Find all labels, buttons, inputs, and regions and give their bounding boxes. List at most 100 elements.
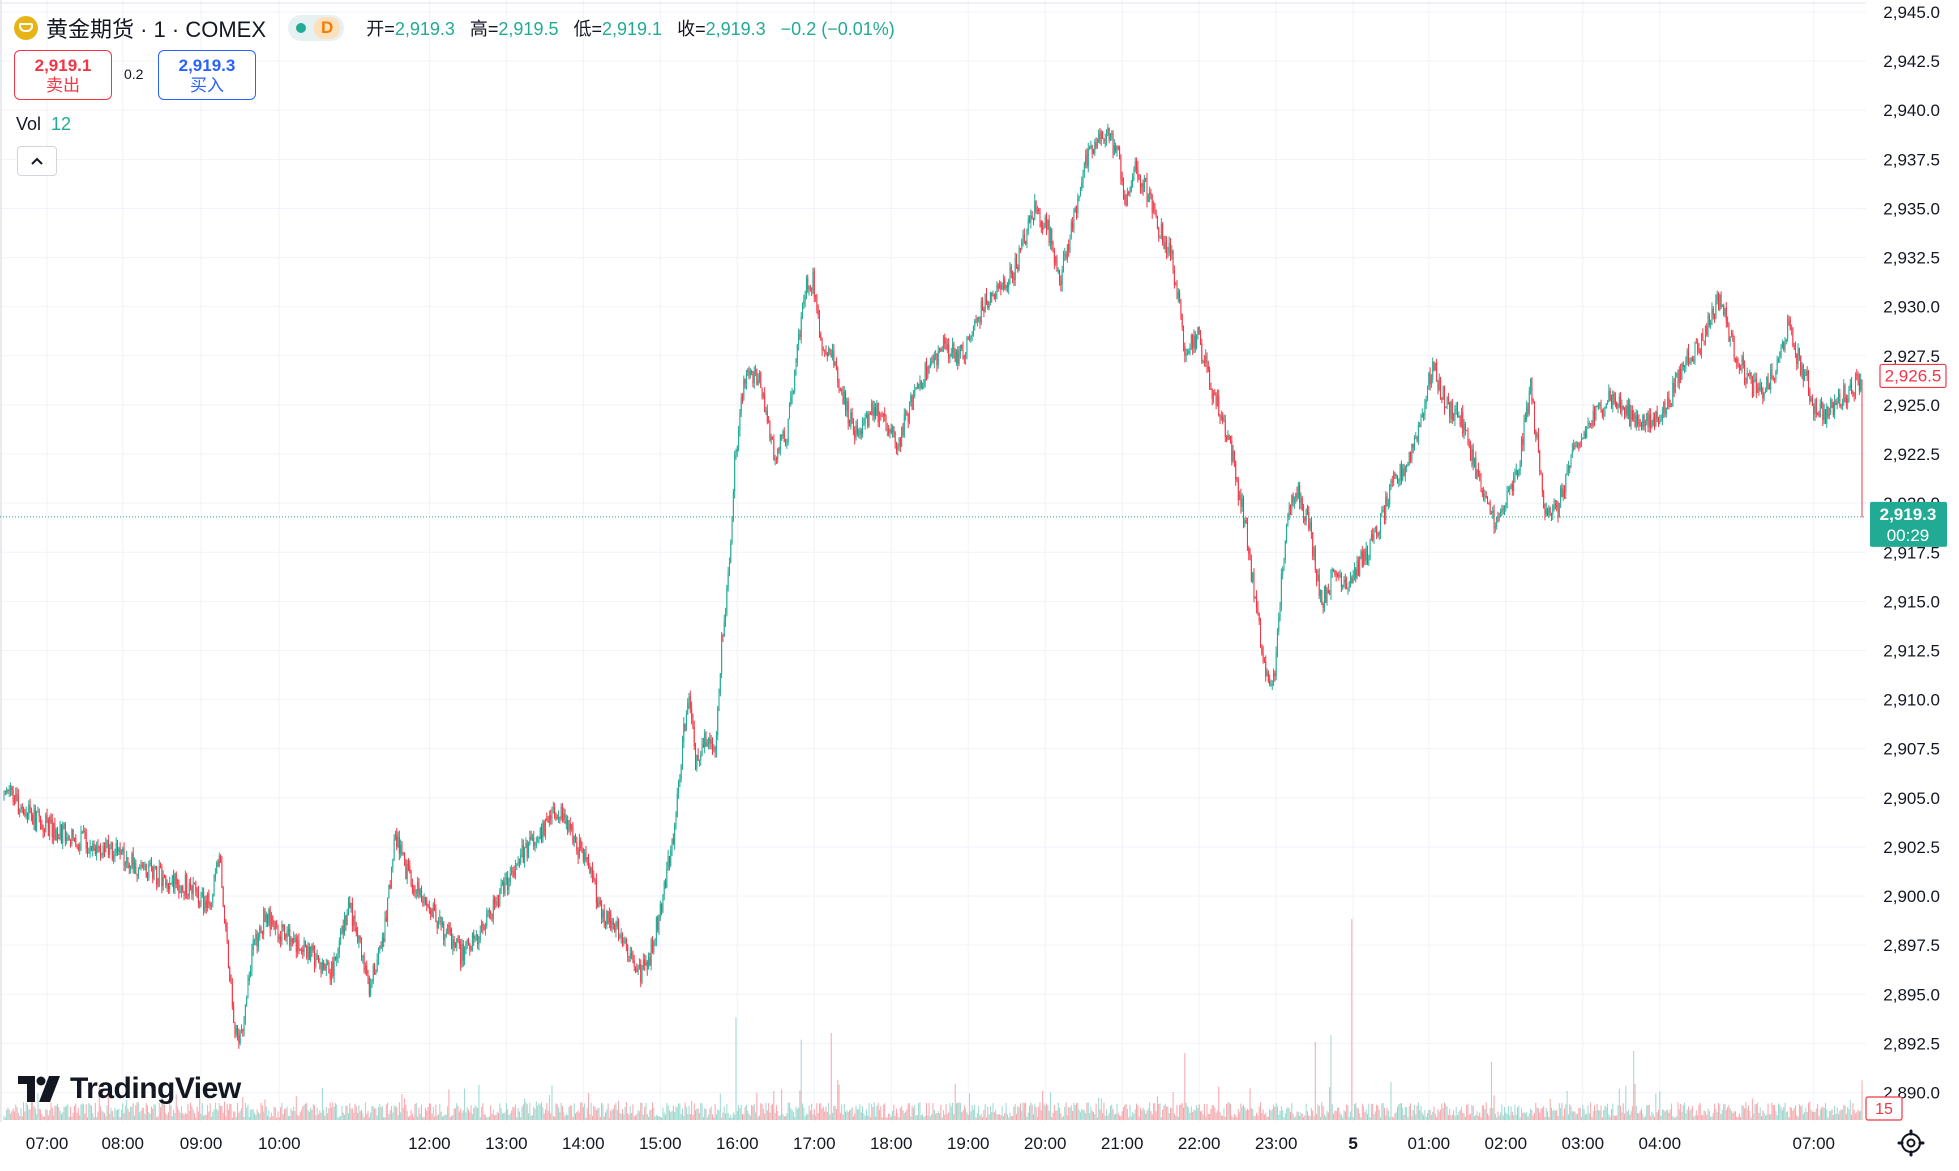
volume-bar xyxy=(706,1117,708,1120)
volume-bar xyxy=(651,1102,653,1120)
candle-body xyxy=(1183,327,1185,347)
candle-body xyxy=(1425,399,1427,403)
candle xyxy=(400,839,402,858)
candle-body xyxy=(169,882,171,890)
volume-bar xyxy=(1717,1102,1719,1120)
volume-bar xyxy=(1317,1104,1319,1120)
volume-bar xyxy=(1027,1112,1029,1120)
candle-body xyxy=(1442,387,1444,400)
candle xyxy=(909,401,911,425)
volume-bar xyxy=(243,1116,245,1120)
candle-body xyxy=(1350,578,1352,583)
volume-bar xyxy=(912,1107,914,1120)
candle xyxy=(662,894,664,914)
candle xyxy=(693,720,695,750)
candle xyxy=(56,826,58,843)
candle xyxy=(135,859,137,875)
volume-bar xyxy=(522,1104,524,1120)
candle xyxy=(1500,508,1502,518)
candle-body xyxy=(862,423,864,435)
candle xyxy=(620,928,622,944)
candle xyxy=(100,843,102,861)
volume-bar xyxy=(889,1113,891,1120)
candle xyxy=(534,841,536,852)
volume-bar xyxy=(1519,1117,1521,1120)
volume-bar xyxy=(1599,1110,1601,1120)
volume-bar xyxy=(1134,1109,1136,1120)
candle-body xyxy=(751,370,753,373)
volume-bar xyxy=(1731,1110,1733,1120)
volume-bar xyxy=(1470,1113,1472,1120)
candle-body xyxy=(1494,526,1496,528)
volume-bar xyxy=(1603,1109,1605,1120)
volume-bar xyxy=(1631,1106,1633,1120)
candle xyxy=(1344,573,1346,590)
candle-body xyxy=(1454,409,1456,420)
candle xyxy=(184,870,186,899)
volume-bar xyxy=(1115,1113,1117,1120)
candle xyxy=(865,410,867,419)
volume-bar xyxy=(1130,1116,1132,1120)
volume-bar xyxy=(1252,1109,1254,1120)
volume-bar xyxy=(289,1115,291,1120)
volume-bar xyxy=(644,1106,646,1120)
volume-bar xyxy=(996,1113,998,1120)
candle-body xyxy=(581,848,583,850)
candle xyxy=(1428,371,1430,390)
volume-bar xyxy=(1685,1113,1687,1120)
candle xyxy=(439,909,441,925)
candle xyxy=(826,351,828,362)
volume-bar xyxy=(543,1113,545,1120)
volume-bar xyxy=(1173,1113,1175,1120)
candle xyxy=(1094,138,1096,157)
candle-body xyxy=(19,809,21,814)
candle xyxy=(376,953,378,973)
candle-body xyxy=(1300,498,1302,503)
candle-body xyxy=(8,790,10,792)
candle xyxy=(12,785,14,806)
candle-body xyxy=(935,354,937,356)
candle xyxy=(711,737,713,755)
candle-body xyxy=(1397,475,1398,482)
volume-bar xyxy=(90,1105,92,1120)
volume-bar xyxy=(247,1104,249,1120)
candle xyxy=(225,918,227,932)
volume-bar xyxy=(1844,1105,1846,1120)
candle xyxy=(734,450,736,499)
candle xyxy=(347,896,349,916)
candle xyxy=(1309,518,1311,532)
volume-bar xyxy=(1416,1105,1418,1120)
candle xyxy=(755,364,757,377)
volume-bar xyxy=(240,1107,242,1120)
candle xyxy=(317,955,319,964)
candle xyxy=(1076,205,1078,220)
candle xyxy=(430,907,432,921)
candle-body xyxy=(1259,621,1261,648)
candle xyxy=(1173,265,1175,289)
candle-body xyxy=(1336,574,1338,576)
volume-bar xyxy=(344,1114,346,1120)
volume-bar xyxy=(1129,1104,1131,1120)
candle-body xyxy=(894,431,896,443)
candle-body xyxy=(1154,203,1156,210)
candle-body xyxy=(1430,379,1432,385)
volume-bar xyxy=(508,1115,510,1120)
candle-body xyxy=(701,744,703,756)
candle-body xyxy=(1094,142,1096,155)
volume-bar xyxy=(1348,1116,1350,1120)
candle-body xyxy=(298,939,300,949)
candle-body xyxy=(1215,394,1217,406)
volume-bar xyxy=(325,1106,327,1120)
volume-bar xyxy=(1046,1103,1048,1120)
candle xyxy=(1518,468,1520,477)
volume-bar xyxy=(1018,1107,1020,1120)
volume-bar xyxy=(76,1112,78,1120)
candle-body xyxy=(1411,443,1413,461)
candle-body xyxy=(1056,257,1058,272)
volume-bar xyxy=(679,1103,681,1120)
candle xyxy=(473,929,475,946)
candle-body xyxy=(471,933,473,950)
candle xyxy=(213,874,215,897)
candle-body xyxy=(371,980,373,985)
